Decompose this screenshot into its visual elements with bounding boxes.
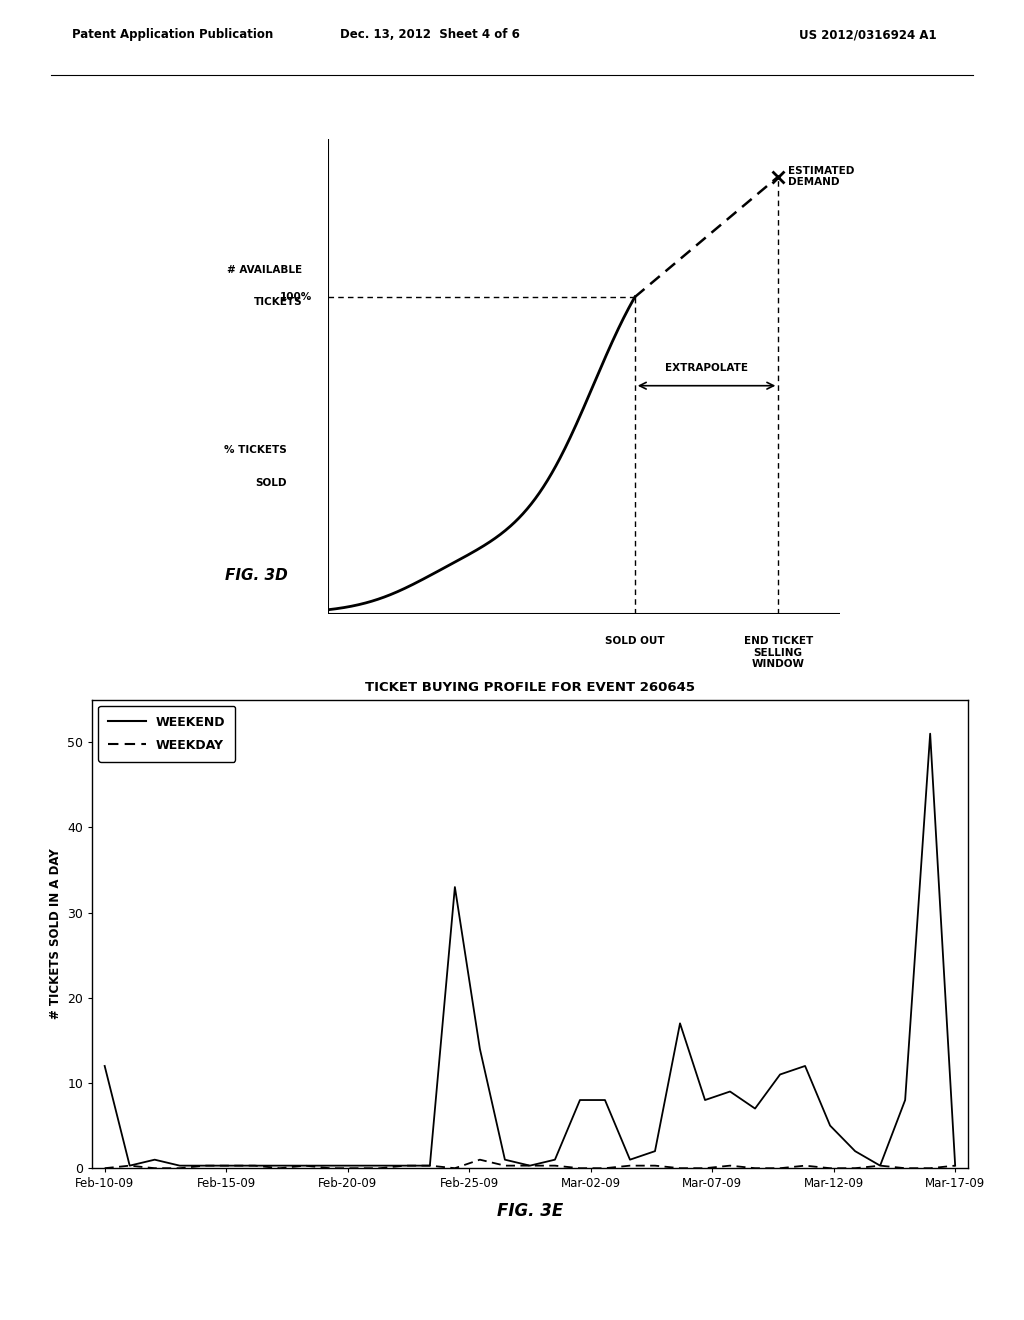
WEEKDAY xyxy=(774,1160,786,1176)
Legend: WEEKEND, WEEKDAY: WEEKEND, WEEKDAY xyxy=(98,706,236,762)
WEEKDAY xyxy=(924,1160,936,1176)
WEEKDAY xyxy=(249,1158,261,1173)
WEEKEND xyxy=(223,1158,236,1173)
WEEKDAY xyxy=(124,1158,136,1173)
Text: TICKETS: TICKETS xyxy=(254,297,302,308)
WEEKEND xyxy=(824,1118,837,1134)
WEEKDAY xyxy=(449,1160,461,1176)
WEEKDAY xyxy=(299,1158,311,1173)
WEEKDAY xyxy=(223,1158,236,1173)
WEEKDAY xyxy=(374,1160,386,1176)
Text: FIG. 3E: FIG. 3E xyxy=(497,1203,563,1220)
WEEKEND xyxy=(774,1067,786,1082)
WEEKEND xyxy=(449,879,461,895)
WEEKDAY xyxy=(724,1158,736,1173)
WEEKEND xyxy=(299,1158,311,1173)
WEEKDAY xyxy=(949,1158,962,1173)
WEEKEND xyxy=(249,1158,261,1173)
WEEKEND xyxy=(749,1101,761,1117)
Text: ESTIMATED
DEMAND: ESTIMATED DEMAND xyxy=(788,166,855,187)
WEEKEND xyxy=(799,1059,811,1074)
WEEKEND xyxy=(899,1092,911,1107)
Text: Dec. 13, 2012  Sheet 4 of 6: Dec. 13, 2012 Sheet 4 of 6 xyxy=(340,28,520,41)
WEEKEND xyxy=(599,1092,611,1107)
WEEKEND xyxy=(499,1152,511,1168)
WEEKDAY xyxy=(649,1158,662,1173)
WEEKEND xyxy=(924,726,936,742)
Y-axis label: # TICKETS SOLD IN A DAY: # TICKETS SOLD IN A DAY xyxy=(48,849,61,1019)
WEEKDAY xyxy=(698,1160,711,1176)
WEEKEND xyxy=(549,1152,561,1168)
WEEKEND xyxy=(348,1158,360,1173)
WEEKEND xyxy=(624,1152,636,1168)
Line: WEEKDAY: WEEKDAY xyxy=(104,1160,955,1168)
WEEKDAY xyxy=(173,1160,186,1176)
Text: % TICKETS: % TICKETS xyxy=(224,445,287,455)
WEEKDAY xyxy=(899,1160,911,1176)
WEEKEND xyxy=(124,1158,136,1173)
WEEKDAY xyxy=(599,1160,611,1176)
Text: FIG. 3D: FIG. 3D xyxy=(225,569,288,583)
WEEKEND xyxy=(523,1158,537,1173)
WEEKDAY xyxy=(873,1158,886,1173)
WEEKDAY xyxy=(324,1160,336,1176)
WEEKEND xyxy=(873,1158,886,1173)
WEEKEND xyxy=(849,1143,861,1159)
WEEKDAY xyxy=(549,1158,561,1173)
WEEKDAY xyxy=(799,1158,811,1173)
WEEKEND xyxy=(374,1158,386,1173)
WEEKEND xyxy=(674,1015,686,1031)
WEEKDAY xyxy=(523,1158,537,1173)
WEEKDAY xyxy=(199,1158,211,1173)
WEEKDAY xyxy=(824,1160,837,1176)
WEEKEND xyxy=(98,1059,111,1074)
WEEKDAY xyxy=(573,1160,586,1176)
Text: US 2012/0316924 A1: US 2012/0316924 A1 xyxy=(799,28,936,41)
WEEKEND xyxy=(199,1158,211,1173)
Text: # AVAILABLE: # AVAILABLE xyxy=(227,265,302,275)
Text: Patent Application Publication: Patent Application Publication xyxy=(72,28,273,41)
Text: EXTRAPOLATE: EXTRAPOLATE xyxy=(665,363,749,374)
Text: END TICKET
SELLING
WINDOW: END TICKET SELLING WINDOW xyxy=(743,636,813,669)
Text: 100%: 100% xyxy=(281,292,312,302)
Text: SOLD: SOLD xyxy=(255,478,287,487)
Text: SOLD OUT: SOLD OUT xyxy=(605,636,665,645)
WEEKDAY xyxy=(674,1160,686,1176)
Line: WEEKEND: WEEKEND xyxy=(104,734,955,1166)
WEEKEND xyxy=(398,1158,411,1173)
WEEKEND xyxy=(424,1158,436,1173)
WEEKDAY xyxy=(398,1158,411,1173)
Title: TICKET BUYING PROFILE FOR EVENT 260645: TICKET BUYING PROFILE FOR EVENT 260645 xyxy=(365,681,695,694)
WEEKEND xyxy=(573,1092,586,1107)
WEEKDAY xyxy=(749,1160,761,1176)
WEEKEND xyxy=(949,1158,962,1173)
WEEKEND xyxy=(724,1084,736,1100)
WEEKDAY xyxy=(273,1160,286,1176)
WEEKEND xyxy=(649,1143,662,1159)
WEEKDAY xyxy=(148,1160,161,1176)
WEEKEND xyxy=(273,1158,286,1173)
WEEKDAY xyxy=(98,1160,111,1176)
WEEKDAY xyxy=(474,1152,486,1168)
WEEKEND xyxy=(324,1158,336,1173)
WEEKEND xyxy=(698,1092,711,1107)
WEEKDAY xyxy=(348,1160,360,1176)
WEEKDAY xyxy=(624,1158,636,1173)
WEEKDAY xyxy=(499,1158,511,1173)
WEEKDAY xyxy=(849,1160,861,1176)
WEEKEND xyxy=(148,1152,161,1168)
WEEKDAY xyxy=(424,1158,436,1173)
WEEKEND xyxy=(173,1158,186,1173)
WEEKEND xyxy=(474,1041,486,1057)
